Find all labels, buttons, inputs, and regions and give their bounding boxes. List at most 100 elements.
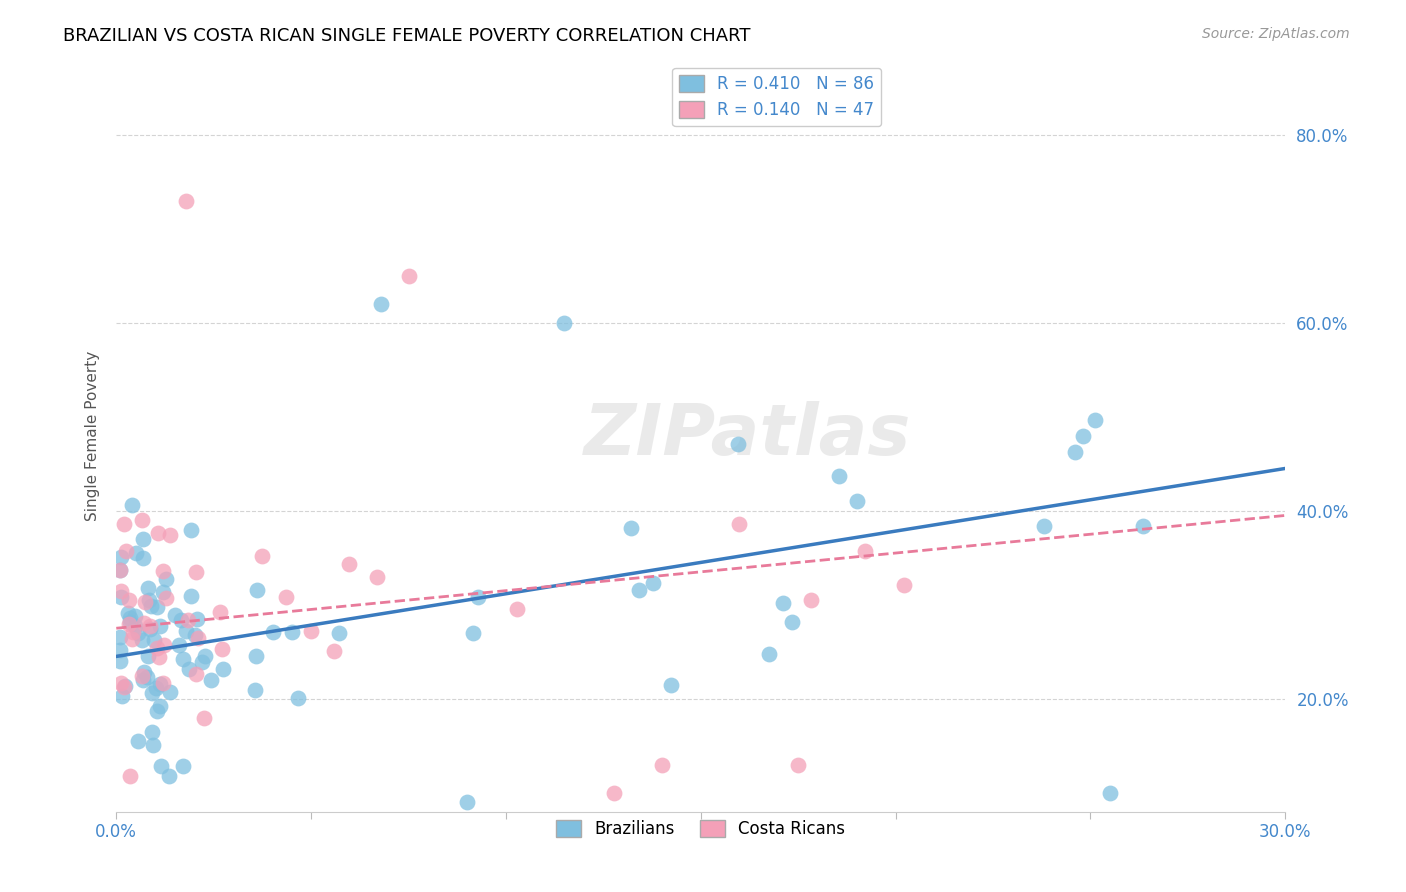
Point xyxy=(127,734,149,748)
Point xyxy=(620,521,643,535)
Point xyxy=(193,711,215,725)
Point xyxy=(1071,428,1094,442)
Point xyxy=(772,596,794,610)
Point xyxy=(146,599,169,614)
Point xyxy=(651,757,673,772)
Point xyxy=(134,595,156,609)
Text: BRAZILIAN VS COSTA RICAN SINGLE FEMALE POVERTY CORRELATION CHART: BRAZILIAN VS COSTA RICAN SINGLE FEMALE P… xyxy=(63,27,751,45)
Point xyxy=(827,468,849,483)
Point xyxy=(127,626,149,640)
Point xyxy=(108,654,131,668)
Point xyxy=(118,592,141,607)
Point xyxy=(131,669,153,683)
Point xyxy=(124,609,146,624)
Point xyxy=(506,601,529,615)
Point xyxy=(148,649,170,664)
Point xyxy=(184,566,207,580)
Point xyxy=(659,678,682,692)
Point xyxy=(146,704,169,718)
Point xyxy=(159,685,181,699)
Point xyxy=(139,622,162,636)
Point xyxy=(132,532,155,546)
Point xyxy=(159,528,181,542)
Point xyxy=(152,564,174,578)
Point xyxy=(177,662,200,676)
Point xyxy=(122,625,145,640)
Point xyxy=(138,649,160,664)
Point xyxy=(121,632,143,647)
Point xyxy=(299,624,322,638)
Point xyxy=(553,316,575,330)
Text: ZIPatlas: ZIPatlas xyxy=(583,401,911,470)
Point xyxy=(110,584,132,599)
Point xyxy=(155,591,177,606)
Point xyxy=(152,584,174,599)
Point xyxy=(139,619,162,633)
Point xyxy=(120,611,142,625)
Point xyxy=(167,638,190,652)
Point xyxy=(143,633,166,648)
Point xyxy=(323,643,346,657)
Point xyxy=(125,546,148,560)
Y-axis label: Single Female Poverty: Single Female Poverty xyxy=(86,351,100,521)
Point xyxy=(184,667,207,681)
Point xyxy=(337,557,360,571)
Point xyxy=(853,543,876,558)
Point xyxy=(136,581,159,595)
Point xyxy=(120,769,142,783)
Point xyxy=(115,544,138,558)
Point xyxy=(200,673,222,687)
Point xyxy=(146,640,169,655)
Point xyxy=(398,268,420,283)
Point xyxy=(174,624,197,639)
Point xyxy=(138,592,160,607)
Point xyxy=(141,686,163,700)
Point xyxy=(211,641,233,656)
Point xyxy=(893,578,915,592)
Point xyxy=(176,194,198,208)
Point xyxy=(780,615,803,629)
Point xyxy=(112,680,135,694)
Point xyxy=(152,638,174,652)
Point xyxy=(141,725,163,739)
Point xyxy=(110,675,132,690)
Point xyxy=(209,605,232,619)
Point xyxy=(246,582,269,597)
Point xyxy=(603,786,626,800)
Point xyxy=(287,691,309,706)
Point xyxy=(170,613,193,627)
Point xyxy=(177,613,200,627)
Point xyxy=(152,676,174,690)
Point xyxy=(108,643,131,657)
Point xyxy=(758,647,780,661)
Point xyxy=(132,551,155,566)
Point xyxy=(134,665,156,679)
Point xyxy=(461,626,484,640)
Point xyxy=(366,570,388,584)
Point xyxy=(132,616,155,631)
Point xyxy=(245,649,267,664)
Point xyxy=(172,651,194,665)
Point xyxy=(111,689,134,703)
Point xyxy=(117,606,139,620)
Point xyxy=(118,616,141,631)
Point xyxy=(110,564,132,578)
Point xyxy=(250,549,273,563)
Point xyxy=(180,589,202,603)
Point xyxy=(118,615,141,630)
Point xyxy=(180,523,202,537)
Point xyxy=(172,759,194,773)
Point xyxy=(155,572,177,586)
Point xyxy=(211,663,233,677)
Point xyxy=(1132,519,1154,533)
Point xyxy=(124,619,146,633)
Point xyxy=(800,592,823,607)
Point xyxy=(141,599,163,614)
Point xyxy=(184,628,207,642)
Point xyxy=(1084,413,1107,427)
Point xyxy=(131,513,153,527)
Point xyxy=(149,699,172,714)
Point xyxy=(114,679,136,693)
Point xyxy=(149,677,172,691)
Point xyxy=(627,583,650,598)
